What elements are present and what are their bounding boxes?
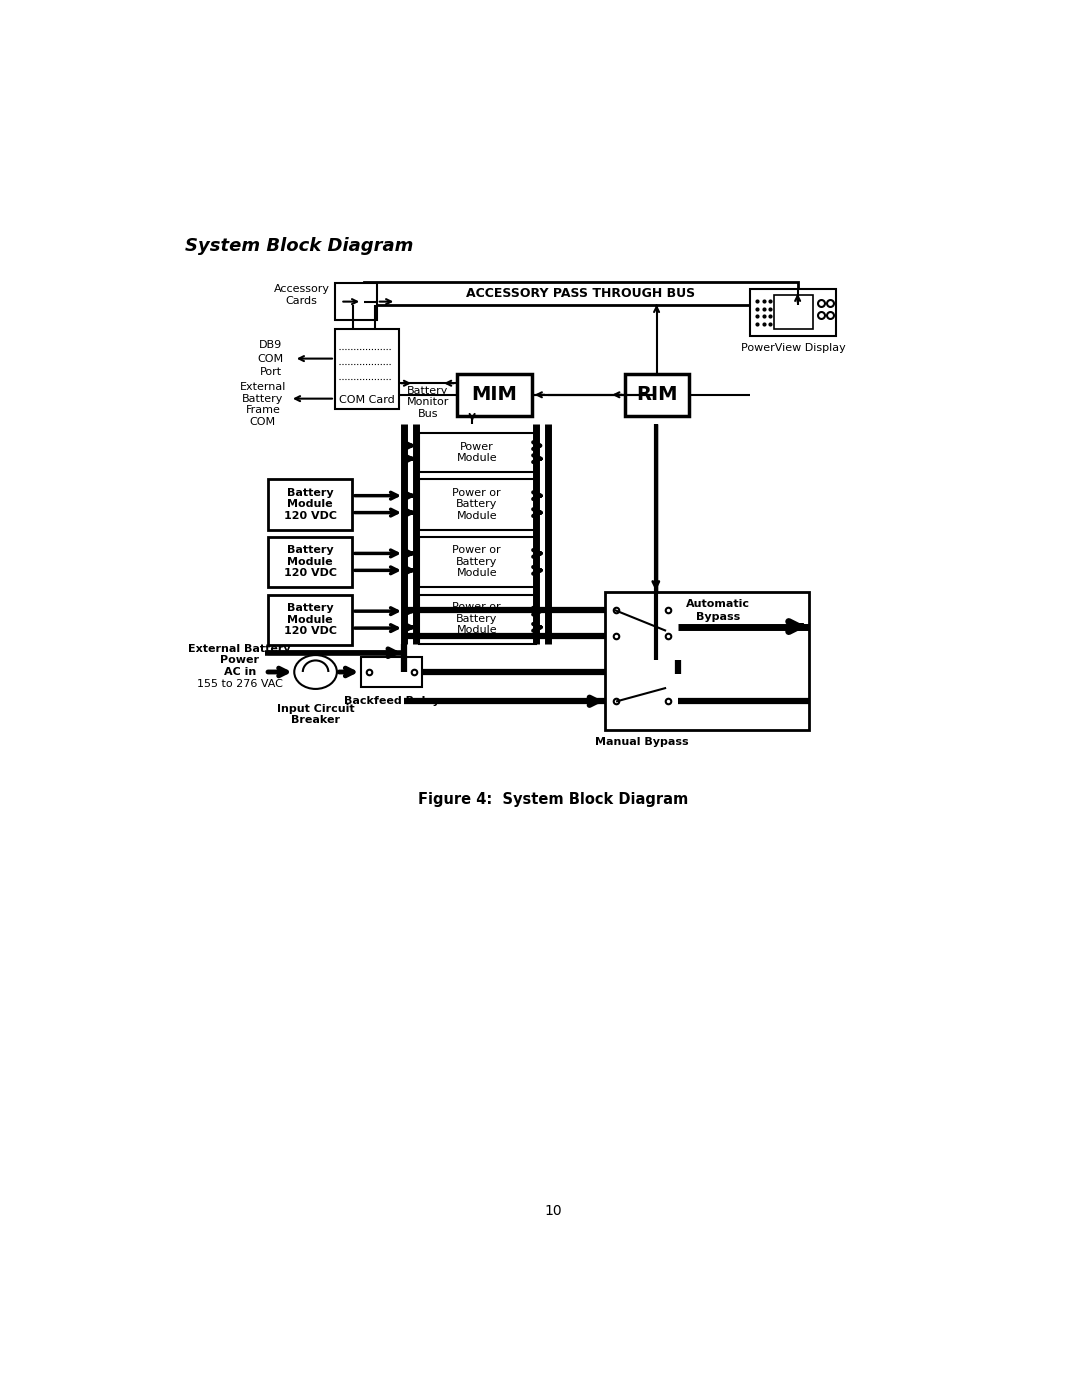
Text: Power
Module: Power Module: [457, 441, 497, 464]
Text: Power or
Battery
Module: Power or Battery Module: [453, 602, 501, 636]
Bar: [419, 479, 536, 529]
Text: Bypass: Bypass: [696, 612, 740, 622]
Text: Input Circuit: Input Circuit: [276, 704, 354, 714]
Text: ACCESSORY PASS THROUGH BUS: ACCESSORY PASS THROUGH BUS: [467, 286, 696, 299]
Text: Breaker: Breaker: [292, 715, 340, 725]
Bar: [605, 592, 809, 729]
Text: 10: 10: [544, 1204, 563, 1218]
Bar: [362, 657, 422, 687]
Text: Automatic: Automatic: [686, 599, 750, 609]
Text: COM Card: COM Card: [339, 395, 394, 405]
Text: COM: COM: [257, 353, 284, 363]
Text: Battery: Battery: [242, 394, 284, 404]
Text: Frame: Frame: [245, 405, 281, 415]
Text: RIM: RIM: [636, 386, 677, 404]
Text: Manual Bypass: Manual Bypass: [595, 738, 689, 747]
Text: Port: Port: [259, 367, 282, 377]
Text: 155 to 276 VAC: 155 to 276 VAC: [197, 679, 283, 689]
Bar: [625, 374, 689, 415]
Text: Accessory: Accessory: [273, 284, 329, 293]
Bar: [268, 538, 352, 587]
Bar: [419, 595, 536, 644]
Text: Battery
Module
120 VDC: Battery Module 120 VDC: [284, 488, 337, 521]
Text: Bus: Bus: [418, 409, 438, 419]
Text: Backfeed Relay: Backfeed Relay: [343, 696, 440, 707]
Ellipse shape: [294, 655, 337, 689]
Bar: [606, 675, 677, 728]
Text: AC in: AC in: [224, 666, 256, 678]
Bar: [606, 594, 677, 661]
Text: Figure 4:  System Block Diagram: Figure 4: System Block Diagram: [418, 792, 689, 806]
Text: Power or
Battery
Module: Power or Battery Module: [453, 488, 501, 521]
Bar: [335, 284, 377, 320]
Text: MIM: MIM: [471, 386, 516, 404]
Text: Battery: Battery: [407, 386, 448, 395]
Text: COM: COM: [249, 416, 275, 426]
Bar: [335, 330, 399, 409]
Text: Cards: Cards: [286, 296, 318, 306]
Text: Battery
Module
120 VDC: Battery Module 120 VDC: [284, 545, 337, 578]
Text: Power or
Battery
Module: Power or Battery Module: [453, 545, 501, 578]
Bar: [364, 282, 798, 305]
Bar: [774, 295, 813, 330]
Text: Monitor: Monitor: [407, 398, 449, 408]
Text: PowerView Display: PowerView Display: [741, 342, 846, 353]
Bar: [419, 538, 536, 587]
Bar: [750, 289, 836, 335]
Text: External Battery: External Battery: [188, 644, 291, 654]
Text: DB9: DB9: [259, 339, 282, 349]
Bar: [268, 595, 352, 645]
Text: Battery
Module
120 VDC: Battery Module 120 VDC: [284, 604, 337, 636]
Text: Power: Power: [220, 655, 259, 665]
Bar: [268, 479, 352, 529]
Text: External: External: [240, 383, 286, 393]
Bar: [457, 374, 531, 415]
Text: System Block Diagram: System Block Diagram: [186, 237, 414, 254]
Bar: [419, 433, 536, 472]
